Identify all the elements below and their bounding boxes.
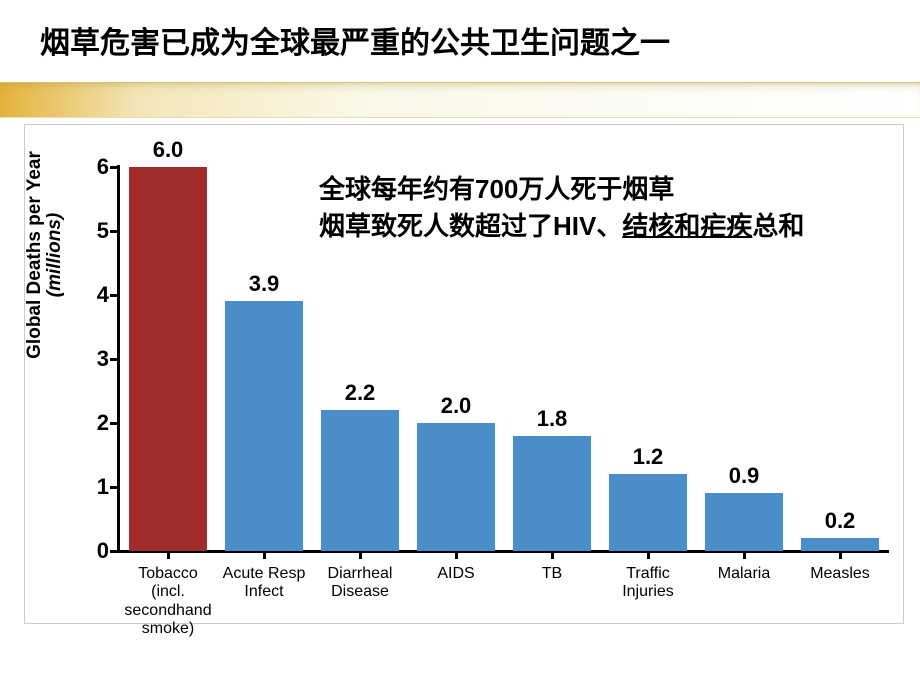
bar-value-label: 6.0: [153, 137, 184, 163]
slide-title: 烟草危害已成为全球最严重的公共卫生问题之一: [40, 18, 900, 62]
bar: 3.9: [225, 301, 303, 551]
bar: 0.9: [705, 493, 783, 551]
y-tick-label: 2: [97, 410, 109, 436]
bar: 1.2: [609, 474, 687, 551]
decorative-strip: [0, 82, 920, 118]
chart-frame: Global Deaths per Year (millions) 全球每年约有…: [24, 124, 904, 624]
x-tick-mark: [167, 551, 170, 559]
x-tick-mark: [263, 551, 266, 559]
y-tick-mark: [110, 358, 119, 361]
y-tick-label: 6: [97, 154, 109, 180]
y-axis-title-line2: (millions): [45, 105, 65, 405]
bar-value-label: 1.2: [633, 444, 664, 470]
bar-value-label: 3.9: [249, 271, 280, 297]
y-tick-mark: [110, 486, 119, 489]
bar: 2.2: [321, 410, 399, 551]
x-tick-mark: [359, 551, 362, 559]
bar-value-label: 0.2: [825, 508, 856, 534]
x-tick-mark: [455, 551, 458, 559]
x-tick-mark: [743, 551, 746, 559]
y-tick-label: 4: [97, 282, 109, 308]
x-category-label: Tobacco (incl.secondhandsmoke): [120, 565, 216, 639]
y-tick-label: 5: [97, 218, 109, 244]
y-tick-mark: [110, 422, 119, 425]
y-axis-title-line1: Global Deaths per Year: [24, 151, 45, 359]
x-tick-mark: [839, 551, 842, 559]
y-tick-mark: [110, 230, 119, 233]
x-category-label: Traffic Injuries: [600, 565, 696, 602]
x-category-label: TB: [504, 565, 600, 583]
chart-plot-area: 全球每年约有700万人死于烟草 烟草致死人数超过了HIV、结核和疟疾总和 012…: [119, 135, 887, 551]
annotation-line1: 全球每年约有700万人死于烟草: [319, 169, 804, 206]
x-category-label: DiarrhealDisease: [312, 565, 408, 602]
x-category-label: Measles: [792, 565, 888, 583]
x-category-label: Acute RespInfect: [216, 565, 312, 602]
bar: 0.2: [801, 538, 879, 551]
bar-value-label: 2.0: [441, 393, 472, 419]
y-tick-mark: [110, 550, 119, 553]
bar: 1.8: [513, 436, 591, 551]
annotation-line2: 烟草致死人数超过了HIV、结核和疟疾总和: [319, 206, 804, 243]
bar-value-label: 0.9: [729, 463, 760, 489]
bar: 2.0: [417, 423, 495, 551]
bar: 6.0: [129, 167, 207, 551]
bar-value-label: 1.8: [537, 406, 568, 432]
y-tick-label: 0: [97, 538, 109, 564]
y-tick-mark: [110, 166, 119, 169]
y-tick-mark: [110, 294, 119, 297]
y-axis-title: Global Deaths per Year (millions): [25, 105, 65, 405]
bar-value-label: 2.2: [345, 380, 376, 406]
x-category-label: Malaria: [696, 565, 792, 583]
chart-annotation: 全球每年约有700万人死于烟草 烟草致死人数超过了HIV、结核和疟疾总和: [319, 169, 804, 243]
x-tick-mark: [551, 551, 554, 559]
slide: 烟草危害已成为全球最严重的公共卫生问题之一 Global Deaths per …: [0, 0, 920, 690]
y-tick-label: 1: [97, 474, 109, 500]
x-category-label: AIDS: [408, 565, 504, 583]
x-tick-mark: [647, 551, 650, 559]
y-tick-label: 3: [97, 346, 109, 372]
